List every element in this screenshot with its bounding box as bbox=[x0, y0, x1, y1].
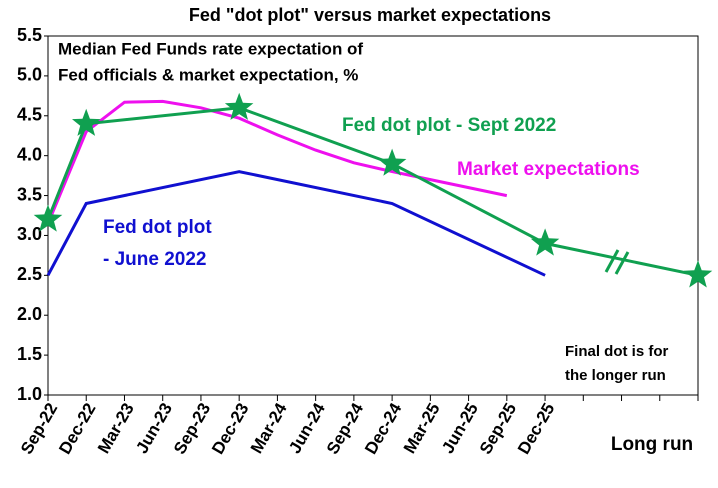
star-marker bbox=[530, 228, 560, 256]
x-tick-label: Dec-22 bbox=[55, 400, 99, 458]
subtitle: Fed officials & market expectation, % bbox=[58, 65, 358, 84]
y-tick-label: 5.0 bbox=[17, 65, 42, 85]
star-marker bbox=[224, 92, 254, 120]
x-tick-label: Dec-24 bbox=[361, 399, 406, 457]
axis-break bbox=[614, 251, 630, 275]
annotation: the longer run bbox=[565, 367, 666, 384]
series-label: Fed dot plot bbox=[103, 217, 212, 238]
series-label: Fed dot plot - Sept 2022 bbox=[342, 115, 556, 136]
y-tick-label: 3.0 bbox=[17, 224, 42, 244]
chart-title: Fed "dot plot" versus market expectation… bbox=[189, 5, 551, 25]
x-tick-label: Mar-24 bbox=[247, 399, 291, 456]
x-tick-label: Mar-25 bbox=[400, 400, 444, 457]
series-label: Market expectations bbox=[457, 159, 640, 180]
y-tick-label: 4.5 bbox=[17, 105, 42, 125]
y-tick-label: 2.0 bbox=[17, 304, 42, 324]
series-label: - June 2022 bbox=[103, 249, 207, 270]
star-marker bbox=[683, 260, 713, 288]
y-tick-label: 3.5 bbox=[17, 184, 42, 204]
star-marker bbox=[33, 204, 63, 232]
axis-break bbox=[604, 249, 620, 273]
y-tick-label: 2.5 bbox=[17, 264, 42, 284]
y-tick-label: 4.0 bbox=[17, 144, 42, 164]
series-line bbox=[46, 170, 546, 277]
y-tick-label: 1.5 bbox=[17, 344, 42, 364]
long-run-box bbox=[560, 400, 718, 488]
x-tick-label: Dec-25 bbox=[514, 400, 558, 458]
y-tick-label: 5.5 bbox=[17, 25, 42, 45]
subtitle: Median Fed Funds rate expectation of bbox=[58, 39, 363, 58]
x-tick-label: Mar-23 bbox=[94, 400, 138, 457]
annotation: Final dot is for bbox=[565, 343, 668, 360]
series-line bbox=[46, 99, 508, 225]
series-line bbox=[46, 106, 699, 277]
star-marker bbox=[377, 148, 407, 176]
x-tick-label: Long run bbox=[611, 434, 693, 455]
x-tick-label: Dec-23 bbox=[208, 400, 252, 458]
y-tick-label: 1.0 bbox=[17, 384, 42, 404]
plot-frame bbox=[47, 35, 699, 396]
star-marker bbox=[72, 108, 101, 136]
